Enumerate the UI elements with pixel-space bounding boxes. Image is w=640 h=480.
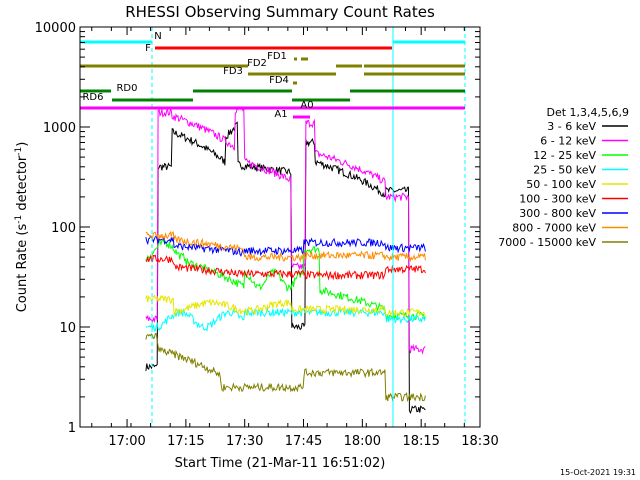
series-line-1 xyxy=(145,121,426,415)
x-tick-label: 17:45 xyxy=(285,434,322,449)
series-line-3 xyxy=(145,238,426,321)
flag-label-f: F xyxy=(145,43,151,54)
x-tick-label: 18:30 xyxy=(461,434,498,449)
y-tick-label: 10 xyxy=(59,321,76,336)
series-line-2 xyxy=(145,106,426,355)
legend-entry-6: 100 - 300 keV xyxy=(519,193,596,206)
legend-entry-5: 50 - 100 keV xyxy=(526,178,596,191)
series-line-6 xyxy=(145,254,426,281)
flag-label-fd2: FD2 xyxy=(247,58,267,69)
legend-entry-2: 6 - 12 keV xyxy=(540,135,596,148)
legend-entry-4: 25 - 50 keV xyxy=(533,164,596,177)
flag-label-rd0: RD0 xyxy=(116,83,137,94)
y-axis-label: Count Rate (s-1 detector-1) xyxy=(14,142,30,313)
flag-label-a0: A0 xyxy=(300,100,313,111)
legend-entry-7: 300 - 800 keV xyxy=(519,207,596,220)
x-tick-label: 17:15 xyxy=(167,434,204,449)
series-line-7 xyxy=(145,235,426,257)
flag-label-fd3: FD3 xyxy=(223,66,243,77)
plot-frame xyxy=(79,26,481,428)
x-tick-label: 18:15 xyxy=(402,434,439,449)
legend-entry-8: 800 - 7000 keV xyxy=(512,222,596,235)
flag-label-a1: A1 xyxy=(274,109,287,120)
x-axis-label: Start Time (21-Mar-11 16:51:02) xyxy=(175,456,386,471)
y-tick-label: 10000 xyxy=(35,21,76,36)
series-line-9 xyxy=(145,332,426,403)
chart-title: RHESSI Observing Summary Count Rates xyxy=(125,3,435,21)
legend-entry-1: 3 - 6 keV xyxy=(547,120,596,133)
flag-label-n: N xyxy=(154,31,161,42)
flag-label-fd4: FD4 xyxy=(269,75,289,86)
legend-entry-3: 12 - 25 keV xyxy=(533,149,596,162)
legend-entry-9: 7000 - 15000 keV xyxy=(498,236,596,249)
series-line-5 xyxy=(145,294,426,318)
series-line-4 xyxy=(145,306,426,332)
x-tick-label: 17:30 xyxy=(226,434,263,449)
series-line-8 xyxy=(145,230,426,263)
timestamp: 15-Oct-2021 19:31 xyxy=(560,468,636,477)
flag-label-rd6: RD6 xyxy=(82,92,103,103)
legend-title: Det 1,3,4,5,6,9 xyxy=(546,106,629,119)
series-layer xyxy=(145,106,426,415)
y-tick-label: 1000 xyxy=(43,121,76,136)
axis-layer: 1 10 100 1000 10000 17:00 17:15 17:30 17:45 18:00… xyxy=(35,21,499,449)
x-tick-label: 17:00 xyxy=(108,434,145,449)
y-tick-label: 100 xyxy=(51,221,76,236)
x-tick-label: 18:00 xyxy=(344,434,381,449)
flag-label-fd1: FD1 xyxy=(267,51,287,62)
y-tick-label: 1 xyxy=(68,421,76,436)
